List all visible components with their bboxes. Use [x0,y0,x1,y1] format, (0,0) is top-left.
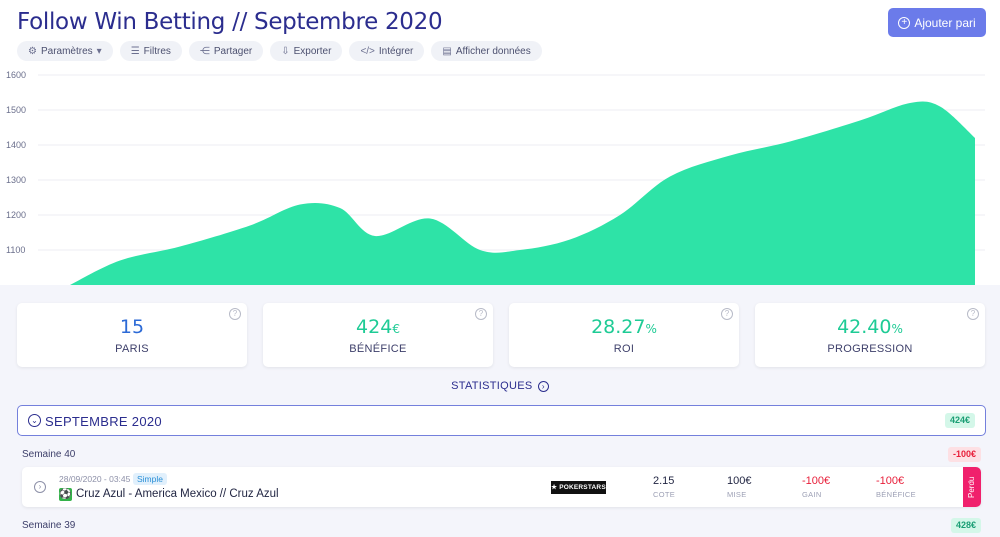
bet-benefice: -100€ BÉNÉFICE [876,475,916,499]
bet-date: 28/09/2020 - 03:45 [59,474,131,484]
y-tick-label: 1200 [6,210,26,220]
y-tick-label: 1400 [6,140,26,150]
add-bet-label: Ajouter pari [914,15,976,30]
gain-value: -100€ [802,475,831,487]
stat-number: 424 [356,316,393,338]
month-title: SEPTEMBRE 2020 [45,414,162,429]
mise-value: 100€ [727,475,752,487]
benefice-value: -100€ [876,475,905,487]
stat-number: 42.40 [837,316,892,338]
bankroll-chart: 1600 1500 1400 1300 1200 1100 [6,70,985,285]
cote-label: COTE [653,490,676,499]
page-title: Follow Win Betting // Septembre 2020 [17,9,443,35]
help-icon[interactable]: ? [475,308,487,320]
cote-value: 2.15 [653,475,675,487]
stat-card-benefice: ? 424€ BÉNÉFICE [263,303,493,367]
share-icon: ⋲ [199,45,210,57]
settings-button[interactable]: ⚙ Paramètres ▾ [17,41,113,61]
chevron-down-icon: ▾ [96,45,102,57]
month-total-badge: 424€ [944,413,975,428]
bet-row[interactable]: › 28/09/2020 - 03:45 Simple ⚽ Cruz Azul … [22,467,981,507]
export-icon: ⇩ [281,45,290,57]
filters-button[interactable]: ☰ Filtres [119,41,182,61]
toolbar: ⚙ Paramètres ▾ ☰ Filtres ⋲ Partager ⇩ Ex… [17,41,542,61]
y-tick-label: 1300 [6,175,26,185]
statistics-link[interactable]: STATISTIQUES › [0,380,1000,392]
bet-gain: -100€ GAIN [802,475,830,499]
stat-card-progression: ? 42.40% PROGRESSION [755,303,985,367]
show-data-button[interactable]: ▤ Afficher données [431,41,542,61]
stat-number: 15 [119,316,145,338]
chevron-right-icon: › [537,380,549,392]
chart-icon: ▤ [442,45,452,57]
stat-label: PARIS [115,343,149,355]
header-area: Follow Win Betting // Septembre 2020 + A… [0,0,1000,285]
stat-value: 28.27% [509,316,739,338]
y-tick-label: 1100 [6,245,25,255]
embed-label: Intégrer [378,45,414,57]
show-data-label: Afficher données [455,45,531,57]
stat-value: 42.40% [755,316,985,338]
statistics-link-label: STATISTIQUES [451,380,533,392]
bookmaker-name: POKERSTARS [559,484,606,491]
football-icon: ⚽ [59,488,72,501]
bet-type-badge: Simple [133,473,167,485]
week-label: Semaine 40 [22,449,76,460]
bet-cote: 2.15 COTE [653,475,675,499]
bet-match: Cruz Azul - America Mexico // Cruz Azul [76,488,279,500]
stat-number: 28.27 [591,316,646,338]
week-label: Semaine 39 [22,520,76,531]
y-tick-label: 1600 [6,70,26,80]
settings-label: Paramètres [40,45,93,57]
help-icon[interactable]: ? [229,308,241,320]
filter-icon: ☰ [130,45,140,57]
plus-circle-icon: + [898,16,911,29]
y-tick-label: 1500 [6,105,26,115]
share-label: Partager [213,45,253,57]
mise-label: MISE [727,490,747,499]
settings-icon: ⚙ [28,45,37,57]
bookmaker-logo: ★ POKERSTARS [551,481,606,494]
benefice-label: BÉNÉFICE [876,490,916,499]
stat-card-paris: ? 15 PARIS [17,303,247,367]
stat-label: BÉNÉFICE [349,343,407,355]
filters-label: Filtres [143,45,171,57]
add-bet-button[interactable]: + Ajouter pari [888,8,986,37]
stat-unit: € [392,322,400,336]
stat-unit: % [645,322,657,336]
bet-status-badge: Perdu [963,467,981,507]
export-label: Exporter [293,45,332,57]
help-icon[interactable]: ? [967,308,979,320]
chevron-right-icon[interactable]: › [34,481,46,493]
embed-button[interactable]: </> Intégrer [349,41,425,61]
stat-unit: % [891,322,903,336]
month-header[interactable]: ⌄ SEPTEMBRE 2020 424€ [17,405,986,436]
stat-value: 15 [17,316,247,338]
bet-mise: 100€ MISE [727,475,751,499]
stat-value: 424€ [263,316,493,338]
help-icon[interactable]: ? [721,308,733,320]
share-button[interactable]: ⋲ Partager [188,41,264,61]
bankroll-area [70,101,975,285]
stat-label: ROI [613,343,635,355]
week-total-badge: 428€ [951,518,982,533]
gain-label: GAIN [802,490,822,499]
stat-label: PROGRESSION [827,343,913,355]
chevron-down-icon: ⌄ [28,414,41,427]
week-total-badge: -100€ [948,447,982,462]
stat-card-roi: ? 28.27% ROI [509,303,739,367]
code-icon: </> [360,45,375,57]
export-button[interactable]: ⇩ Exporter [270,41,343,61]
